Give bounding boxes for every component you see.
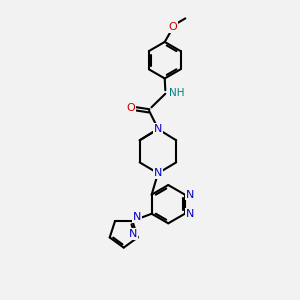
Text: N: N: [133, 212, 141, 222]
Text: N: N: [154, 124, 162, 134]
Text: N: N: [154, 168, 162, 178]
Text: N: N: [129, 229, 137, 239]
Text: NH: NH: [169, 88, 184, 98]
Text: N: N: [186, 209, 194, 219]
Text: N: N: [186, 190, 194, 200]
Text: O: O: [169, 22, 177, 32]
Text: O: O: [126, 103, 135, 113]
